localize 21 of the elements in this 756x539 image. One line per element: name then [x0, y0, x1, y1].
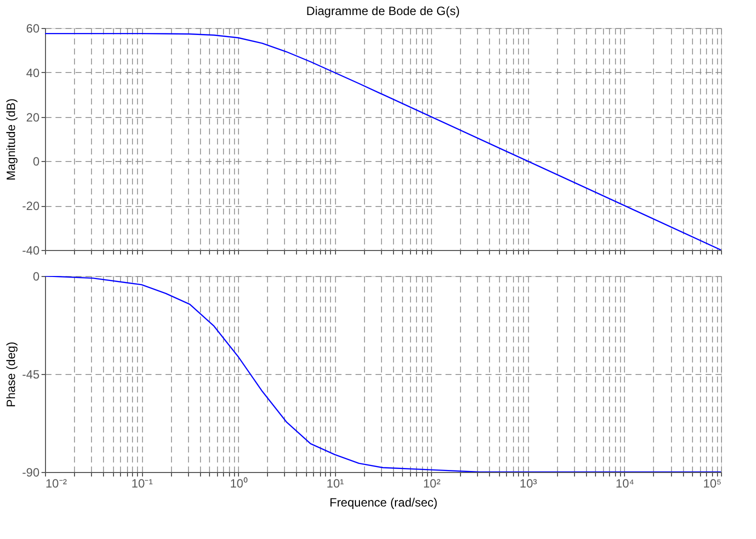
x-tick-label: 10⁰ — [230, 476, 248, 490]
y-tick-label: -90 — [22, 466, 40, 480]
y-axis-title: Magnitude (dB) — [4, 98, 18, 181]
x-tick-label: 10⁻¹ — [131, 476, 153, 490]
x-tick-label: 10⁻² — [46, 476, 67, 490]
chart-title: Diagramme de Bode de G(s) — [306, 4, 460, 18]
x-tick-label: 10¹ — [326, 476, 344, 490]
x-tick-label: 10³ — [520, 476, 538, 490]
y-tick-label: 60 — [26, 22, 40, 36]
y-tick-label: 0 — [32, 154, 40, 169]
y-tick-label: -45 — [22, 368, 40, 382]
x-tick-label: 10⁵ — [703, 476, 722, 490]
y-tick-label: 0 — [32, 270, 40, 284]
y-tick-label: 20 — [26, 110, 40, 124]
y-tick-label: 40 — [26, 66, 40, 80]
x-axis-title: Frequence (rad/sec) — [329, 496, 438, 510]
x-tick-label: 10⁴ — [616, 476, 634, 490]
y-axis-title: Phase (deg) — [4, 342, 18, 408]
y-tick-label: -40 — [22, 244, 40, 258]
x-tick-label: 10² — [423, 476, 440, 490]
y-tick-label: -20 — [22, 199, 40, 214]
